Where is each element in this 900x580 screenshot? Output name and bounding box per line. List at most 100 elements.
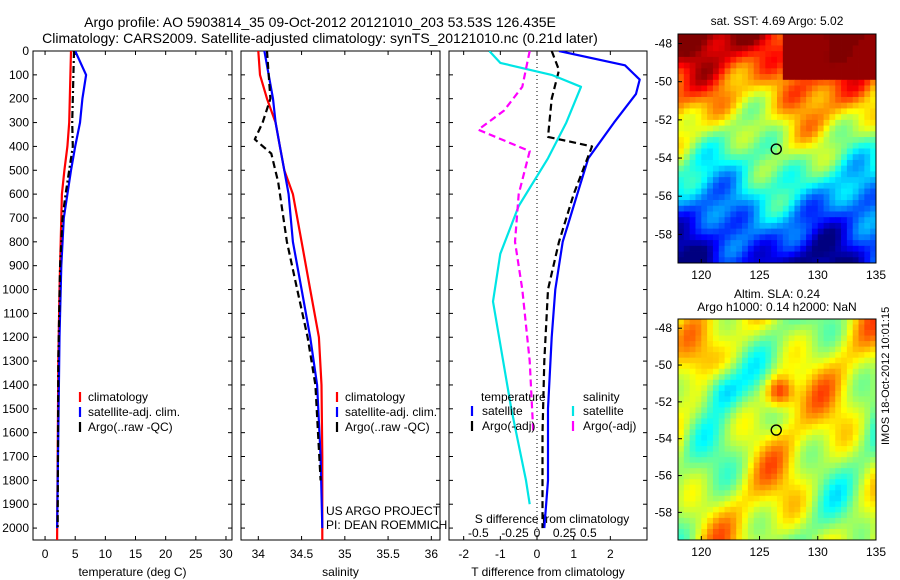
heatmap-cell bbox=[829, 222, 836, 230]
heatmap-cell bbox=[846, 45, 854, 52]
heatmap-cell bbox=[765, 379, 772, 386]
heatmap-cell bbox=[701, 200, 708, 207]
heatmap-cell bbox=[788, 363, 795, 370]
heatmap-cell bbox=[689, 234, 696, 241]
heatmap-cell bbox=[870, 368, 877, 375]
heatmap-cell bbox=[864, 194, 871, 201]
heatmap-cell bbox=[730, 319, 737, 325]
heatmap-cell bbox=[846, 468, 854, 475]
heatmap-cell bbox=[747, 418, 755, 425]
heatmap-cell bbox=[742, 245, 749, 252]
heatmap-cell bbox=[829, 131, 836, 138]
heatmap-cell bbox=[759, 102, 766, 109]
heatmap-cell bbox=[835, 56, 842, 64]
heatmap-cell bbox=[771, 96, 778, 104]
heatmap-cell bbox=[829, 490, 836, 497]
heatmap-cell bbox=[753, 374, 760, 381]
heatmap-cell bbox=[701, 159, 708, 167]
heatmap-cell bbox=[695, 401, 702, 408]
heatmap-cell bbox=[841, 177, 848, 184]
heatmap-cell bbox=[730, 51, 737, 58]
heatmap-cell bbox=[683, 119, 691, 127]
heatmap-cell bbox=[870, 528, 877, 535]
heatmap-cell bbox=[794, 125, 801, 132]
heatmap-cell bbox=[683, 159, 691, 167]
heatmap-cell bbox=[794, 74, 801, 81]
heatmap-cell bbox=[846, 451, 854, 458]
heatmap-cell bbox=[858, 45, 865, 52]
heatmap-cell bbox=[701, 501, 708, 508]
heatmap-cell bbox=[777, 165, 784, 172]
heatmap-cell bbox=[724, 341, 731, 348]
heatmap-cell bbox=[806, 484, 813, 491]
heatmap-cell bbox=[864, 379, 871, 386]
heatmap-cell bbox=[829, 240, 836, 247]
heatmap-cell bbox=[817, 385, 824, 392]
heatmap-cell bbox=[788, 34, 795, 41]
heatmap-cell bbox=[782, 165, 790, 172]
heatmap-cell bbox=[800, 473, 807, 480]
heatmap-cell bbox=[753, 194, 760, 201]
heatmap-cell bbox=[829, 357, 836, 364]
heatmap-cell bbox=[782, 56, 790, 64]
heatmap-cell bbox=[730, 131, 737, 138]
heatmap-cell bbox=[747, 114, 755, 121]
heatmap-cell bbox=[864, 171, 871, 178]
heatmap-cell bbox=[817, 335, 824, 342]
heatmap-cell bbox=[771, 440, 778, 447]
heatmap-cell bbox=[858, 446, 865, 452]
heatmap-cell bbox=[742, 335, 749, 342]
heatmap-cell bbox=[782, 368, 790, 375]
heatmap-cell bbox=[712, 182, 720, 189]
heatmap-cell bbox=[777, 352, 784, 359]
heatmap-cell bbox=[852, 51, 859, 58]
heatmap-cell bbox=[835, 446, 842, 452]
heatmap-cell bbox=[701, 363, 708, 370]
heatmap-cell bbox=[858, 119, 865, 127]
heatmap-cell bbox=[777, 62, 784, 69]
heatmap-cell bbox=[718, 177, 725, 184]
heatmap-cell bbox=[817, 217, 824, 224]
heatmap-cell bbox=[858, 440, 865, 447]
heatmap-cell bbox=[771, 374, 778, 381]
heatmap-cell bbox=[730, 108, 737, 115]
heatmap-cell bbox=[800, 171, 807, 178]
heatmap-cell bbox=[753, 182, 760, 189]
heatmap-cell bbox=[852, 523, 859, 530]
heatmap-cell bbox=[870, 182, 877, 189]
heatmap-cell bbox=[823, 435, 830, 441]
heatmap-cell bbox=[782, 142, 790, 149]
heatmap-cell bbox=[695, 74, 702, 81]
heatmap-cell bbox=[782, 479, 790, 486]
heatmap-cell bbox=[788, 435, 795, 441]
heatmap-cell bbox=[747, 401, 755, 408]
heatmap-cell bbox=[870, 102, 877, 109]
heatmap-cell bbox=[712, 506, 720, 513]
heatmap-cell bbox=[846, 435, 854, 441]
heatmap-cell bbox=[724, 324, 731, 331]
heatmap-cell bbox=[678, 479, 685, 486]
heatmap-cell bbox=[765, 211, 772, 218]
heatmap-cell bbox=[771, 501, 778, 508]
heatmap-cell bbox=[742, 91, 749, 98]
heatmap-cell bbox=[870, 114, 877, 121]
heatmap-cell bbox=[724, 451, 731, 458]
heatmap-cell bbox=[852, 257, 859, 264]
heatmap-cell bbox=[852, 194, 859, 201]
heatmap-cell bbox=[794, 401, 801, 408]
heatmap-cell bbox=[864, 62, 871, 69]
heatmap-cell bbox=[858, 222, 865, 230]
heatmap-cell bbox=[724, 440, 731, 447]
heatmap-cell bbox=[817, 34, 824, 41]
heatmap-cell bbox=[736, 401, 743, 408]
heatmap-cell bbox=[718, 534, 725, 541]
heatmap-cell bbox=[852, 159, 859, 167]
heatmap-cell bbox=[678, 512, 685, 519]
heatmap-cell bbox=[695, 102, 702, 109]
heatmap-cell bbox=[701, 211, 708, 218]
heatmap-cell bbox=[707, 357, 714, 364]
heatmap-cell bbox=[811, 435, 819, 441]
heatmap-cell bbox=[730, 200, 737, 207]
heatmap-cell bbox=[782, 468, 790, 475]
heatmap-cell bbox=[817, 222, 824, 230]
